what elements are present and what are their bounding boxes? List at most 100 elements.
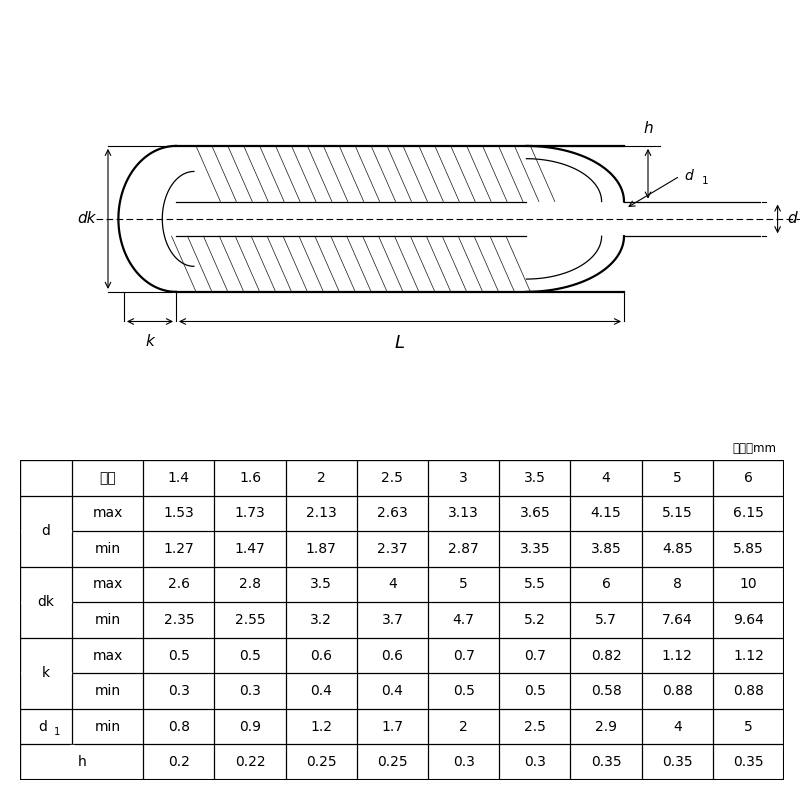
- Text: max: max: [93, 649, 123, 662]
- Text: 3.85: 3.85: [590, 542, 622, 556]
- Text: 3.2: 3.2: [310, 613, 332, 627]
- Bar: [21, 602, 71, 603]
- Text: 2.13: 2.13: [306, 506, 337, 520]
- Text: 0.4: 0.4: [382, 684, 403, 698]
- Text: 5: 5: [673, 470, 682, 485]
- Text: 0.58: 0.58: [590, 684, 622, 698]
- Text: 1.12: 1.12: [733, 649, 764, 662]
- Text: 0.5: 0.5: [168, 649, 190, 662]
- Text: k: k: [146, 334, 154, 350]
- Text: 2.35: 2.35: [163, 613, 194, 627]
- Text: 0.22: 0.22: [234, 755, 266, 770]
- Text: 1.2: 1.2: [310, 720, 332, 734]
- Text: 3: 3: [459, 470, 468, 485]
- Text: 4: 4: [673, 720, 682, 734]
- Text: 3.35: 3.35: [519, 542, 550, 556]
- Text: 4: 4: [388, 578, 397, 591]
- Text: 0.4: 0.4: [310, 684, 332, 698]
- Text: 1.4: 1.4: [168, 470, 190, 485]
- Text: 5: 5: [744, 720, 753, 734]
- Text: 5.85: 5.85: [733, 542, 764, 556]
- Text: 0.8: 0.8: [168, 720, 190, 734]
- Text: k: k: [42, 666, 50, 680]
- Text: 1.87: 1.87: [306, 542, 337, 556]
- Text: min: min: [94, 613, 121, 627]
- Text: 2.55: 2.55: [234, 613, 266, 627]
- Bar: [70, 745, 74, 780]
- Text: 0.7: 0.7: [524, 649, 546, 662]
- Text: 3.7: 3.7: [382, 613, 403, 627]
- Text: min: min: [94, 542, 121, 556]
- Text: dk: dk: [38, 595, 54, 610]
- Text: 5: 5: [459, 578, 468, 591]
- Text: h: h: [78, 755, 86, 770]
- Text: 2.6: 2.6: [168, 578, 190, 591]
- Text: 5.7: 5.7: [595, 613, 617, 627]
- Text: 1.7: 1.7: [382, 720, 403, 734]
- Text: 0.9: 0.9: [239, 720, 261, 734]
- Text: 0.25: 0.25: [306, 755, 337, 770]
- Text: max: max: [93, 506, 123, 520]
- Text: 单位：mm: 单位：mm: [732, 442, 776, 455]
- Text: 6.15: 6.15: [733, 506, 764, 520]
- Text: d: d: [42, 524, 50, 538]
- Text: 5.2: 5.2: [524, 613, 546, 627]
- Text: 0.5: 0.5: [453, 684, 474, 698]
- Text: 2.9: 2.9: [595, 720, 617, 734]
- Text: 0.35: 0.35: [733, 755, 764, 770]
- Text: 2.37: 2.37: [377, 542, 408, 556]
- Text: 10: 10: [739, 578, 758, 591]
- Text: 2: 2: [459, 720, 468, 734]
- Text: 4.7: 4.7: [453, 613, 474, 627]
- Text: 4.85: 4.85: [662, 542, 693, 556]
- Text: 1.73: 1.73: [234, 506, 266, 520]
- Text: 3.65: 3.65: [519, 506, 550, 520]
- Text: 0.5: 0.5: [524, 684, 546, 698]
- Text: 3.5: 3.5: [310, 578, 332, 591]
- Text: 1.27: 1.27: [163, 542, 194, 556]
- Text: 2.5: 2.5: [382, 470, 403, 485]
- Text: 4.15: 4.15: [590, 506, 622, 520]
- Text: 3.13: 3.13: [448, 506, 479, 520]
- Text: min: min: [94, 720, 121, 734]
- Text: 2: 2: [317, 470, 326, 485]
- Text: 0.6: 0.6: [382, 649, 403, 662]
- Text: 2.5: 2.5: [524, 720, 546, 734]
- Text: 0.3: 0.3: [453, 755, 474, 770]
- Text: 0.7: 0.7: [453, 649, 474, 662]
- Text: d: d: [787, 211, 797, 226]
- Bar: [21, 672, 71, 674]
- Text: 0.3: 0.3: [524, 755, 546, 770]
- Text: 0.3: 0.3: [168, 684, 190, 698]
- Text: 1.6: 1.6: [239, 470, 261, 485]
- Text: 0.35: 0.35: [662, 755, 693, 770]
- Text: 0.88: 0.88: [733, 684, 764, 698]
- Text: max: max: [93, 578, 123, 591]
- Text: 0.88: 0.88: [662, 684, 693, 698]
- Text: d: d: [38, 720, 46, 734]
- Text: 0.25: 0.25: [377, 755, 408, 770]
- Text: 7.64: 7.64: [662, 613, 693, 627]
- Text: 3.5: 3.5: [524, 470, 546, 485]
- Text: 0.6: 0.6: [310, 649, 332, 662]
- Text: 9.64: 9.64: [733, 613, 764, 627]
- Text: 1.47: 1.47: [234, 542, 266, 556]
- Text: 1: 1: [54, 726, 61, 737]
- Text: 6: 6: [744, 470, 753, 485]
- Text: L: L: [395, 334, 405, 352]
- Text: 2.8: 2.8: [239, 578, 261, 591]
- Text: 6: 6: [602, 578, 610, 591]
- Text: 2.63: 2.63: [377, 506, 408, 520]
- Text: 0.2: 0.2: [168, 755, 190, 770]
- Text: 1.12: 1.12: [662, 649, 693, 662]
- Text: 0.5: 0.5: [239, 649, 261, 662]
- Text: min: min: [94, 684, 121, 698]
- Text: 5.5: 5.5: [524, 578, 546, 591]
- Text: 1.53: 1.53: [163, 506, 194, 520]
- Text: h: h: [643, 121, 653, 136]
- Text: 5.15: 5.15: [662, 506, 693, 520]
- Text: 0.82: 0.82: [590, 649, 622, 662]
- Text: 0.35: 0.35: [590, 755, 622, 770]
- Text: d: d: [684, 169, 693, 183]
- Text: 0.3: 0.3: [239, 684, 261, 698]
